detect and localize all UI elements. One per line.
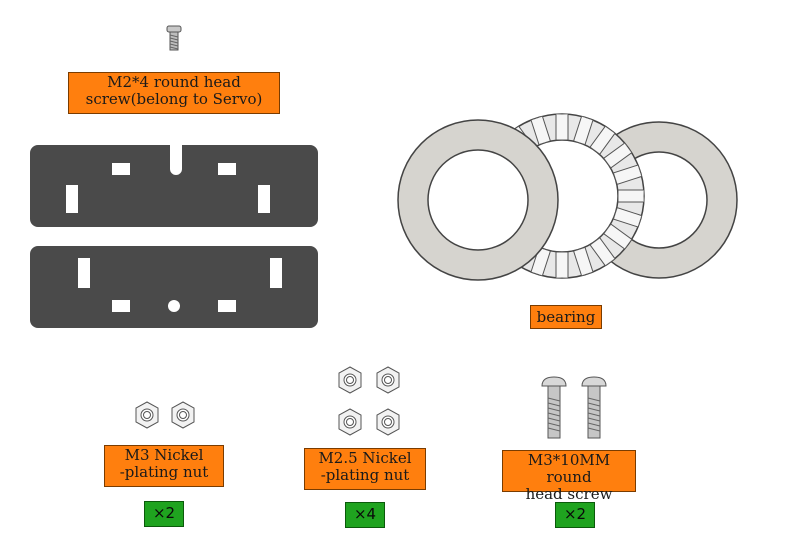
m2-screw-icon — [166, 25, 182, 51]
m3-screw-icon — [541, 376, 607, 439]
bearing-label: bearing — [530, 305, 602, 329]
m3-screw-qty: ×2 — [555, 502, 595, 528]
m3-nut-label: M3 Nickel -plating nut — [104, 445, 224, 487]
bottom-plate — [30, 246, 318, 328]
m3-nut-qty: ×2 — [144, 501, 184, 527]
servo-screw-label: M2*4 round head screw(belong to Servo) — [68, 72, 280, 114]
m25-nut-icon — [338, 366, 400, 436]
bearing-icon — [397, 113, 738, 281]
m25-nut-qty: ×4 — [345, 502, 385, 528]
m3-screw-label: M3*10MM round head screw — [502, 450, 636, 503]
m25-nut-label: M2.5 Nickel -plating nut — [304, 448, 426, 490]
top-plate — [30, 145, 318, 227]
m3-nut-icon — [135, 401, 195, 429]
